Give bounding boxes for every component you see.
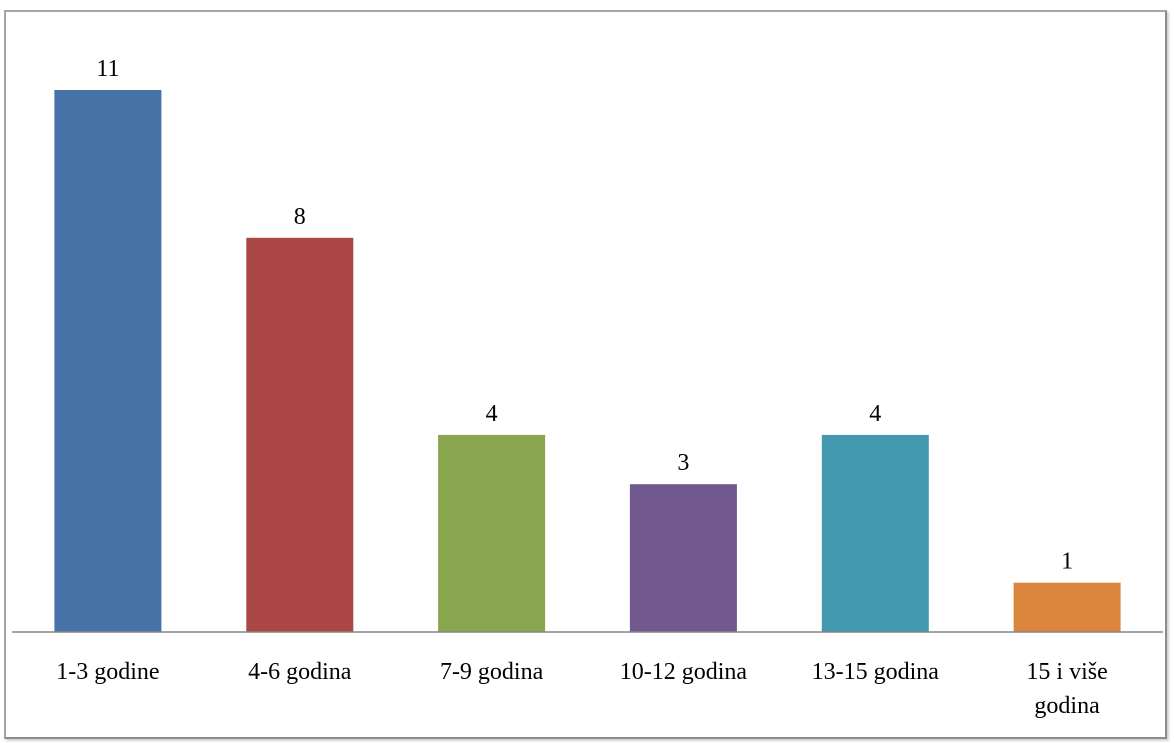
x-tick-label-0: 1-3 godine	[56, 659, 159, 685]
x-tick-label-line: 7-9 godina	[440, 659, 544, 685]
x-tick-label-4: 13-15 godina	[812, 659, 940, 685]
chart-frame: 11 8 4 3 4 1 1-3 godine 4-6 godina 7-9 godina 10…	[4, 10, 1167, 739]
value-label-4: 4	[869, 401, 881, 427]
x-tick-label-line: godina	[1034, 693, 1100, 719]
bars-layer	[54, 90, 1121, 633]
value-label-3: 3	[677, 450, 689, 476]
bar-0	[54, 90, 162, 632]
bar-1	[246, 237, 354, 633]
x-tick-label-3: 10-12 godina	[620, 659, 748, 685]
value-label-2: 4	[486, 401, 498, 427]
value-label-1: 8	[294, 204, 306, 230]
x-tick-label-2: 7-9 godina	[440, 659, 544, 685]
value-labels-layer: 11 8 4 3 4 1	[96, 56, 1073, 575]
value-label-5: 1	[1061, 549, 1073, 575]
x-tick-label-line: 1-3 godine	[56, 659, 159, 685]
x-tick-label-1: 4-6 godina	[248, 659, 352, 685]
x-tick-label-line: 10-12 godina	[620, 659, 748, 685]
bar-3	[629, 484, 737, 632]
x-tick-label-5: 15 i više godina	[1026, 659, 1107, 719]
bar-chart: 11 8 4 3 4 1 1-3 godine 4-6 godina 7-9 godina 10…	[12, 56, 1163, 719]
x-tick-label-line: 15 i više	[1026, 659, 1107, 685]
x-tick-label-line: 4-6 godina	[248, 659, 352, 685]
value-label-0: 11	[96, 56, 119, 82]
x-tick-label-line: 13-15 godina	[812, 659, 940, 685]
bar-5	[1013, 582, 1121, 632]
bar-2	[438, 434, 546, 632]
bar-4	[821, 434, 929, 632]
tick-labels-layer: 1-3 godine 4-6 godina 7-9 godina 10-12 godi…	[56, 659, 1108, 719]
